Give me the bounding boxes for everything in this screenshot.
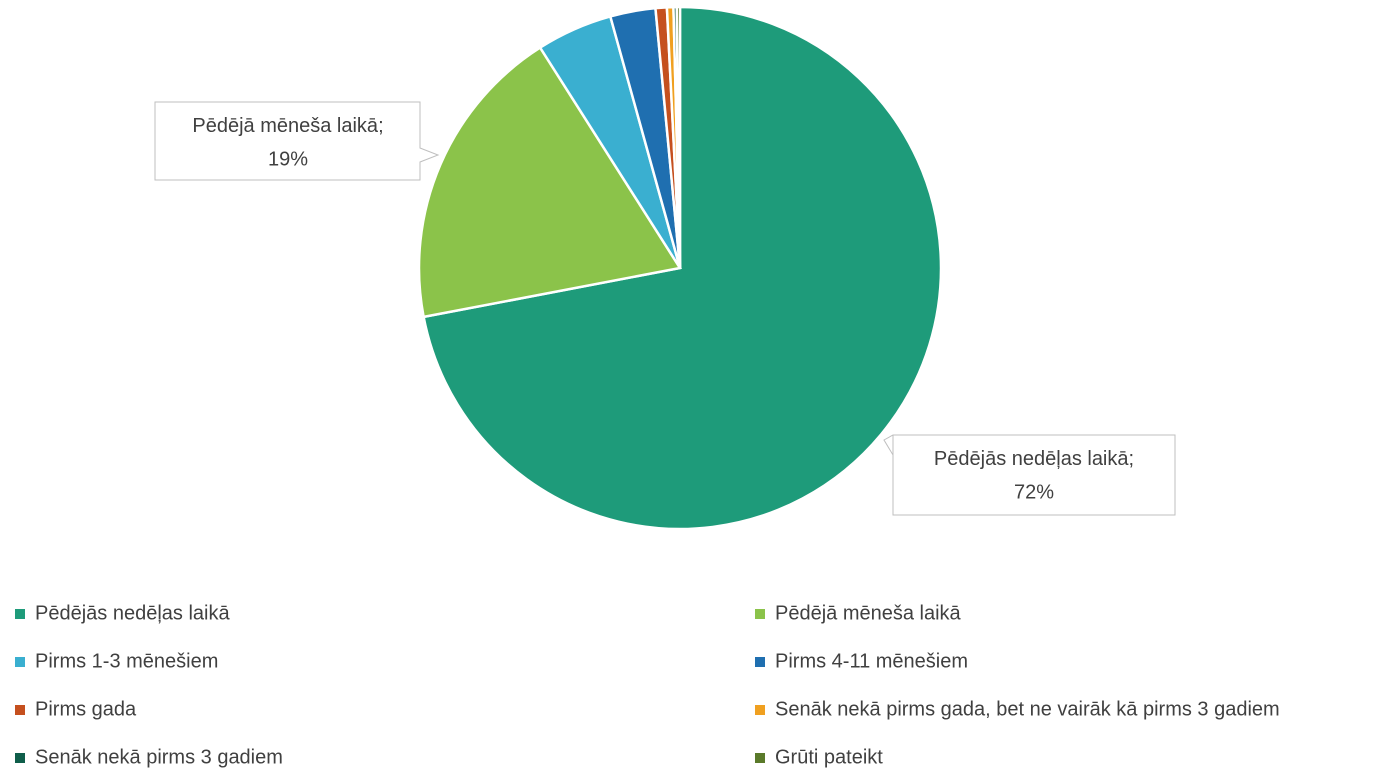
data-label-separator: ; [1129, 448, 1135, 470]
label-box [883, 434, 1176, 516]
legend-label: Pēdējās nedēļas laikā [35, 602, 230, 624]
data-label-value: 72% [1014, 481, 1054, 503]
data-label-value: 19% [268, 148, 308, 170]
pie-slice [417, 45, 683, 319]
legend-swatch [755, 753, 765, 763]
data-label-category: Pēdējā mēneša laikā [192, 115, 379, 137]
legend-swatch [755, 657, 765, 667]
legend-label: Pirms 4-11 mēnešiem [775, 650, 968, 672]
data-label-category: Pēdējās nedēļas laikā [934, 448, 1129, 470]
legend-swatch [755, 609, 765, 619]
data-label: Pēdējā mēneša laikā; [192, 115, 383, 137]
legend-label: Senāk nekā pirms 3 gadiem [35, 746, 283, 768]
legend-label: Senāk nekā pirms gada, bet ne vairāk kā … [775, 698, 1280, 720]
data-label-separator: ; [378, 115, 384, 137]
legend-swatch [15, 705, 25, 715]
data-label: Pēdējās nedēļas laikā; [934, 448, 1134, 470]
legend-label: Pēdējā mēneša laikā [775, 602, 962, 624]
pie-slice [422, 5, 943, 531]
label-box [154, 101, 440, 181]
legend-swatch [15, 609, 25, 619]
legend-label: Pirms 1-3 mēnešiem [35, 650, 218, 672]
legend-swatch [15, 753, 25, 763]
legend-swatch [755, 705, 765, 715]
legend-swatch [15, 657, 25, 667]
pie-slice [675, 5, 682, 269]
legend-label: Pirms gada [35, 698, 137, 720]
legend-label: Grūti pateikt [775, 746, 883, 768]
